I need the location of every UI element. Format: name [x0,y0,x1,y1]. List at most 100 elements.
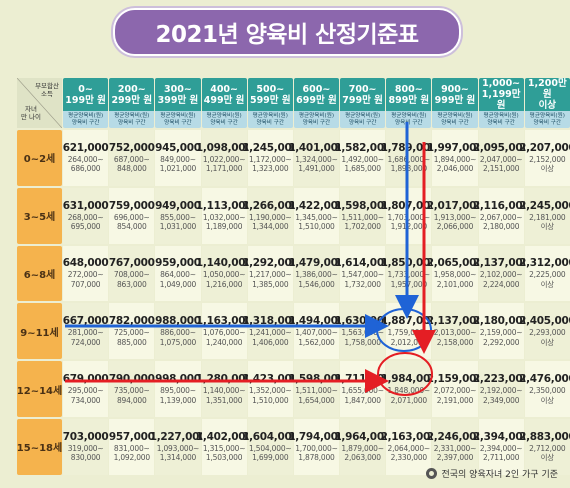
corner-income-label-1: 부모합산 [35,82,59,90]
table-cell: 1,422,000 1,345,000~ 1,510,000 [288,187,345,244]
support-range-high: 2,063,000 [344,453,381,463]
table-cell: 2,246,000 2,331,000~ 2,397,000 [427,418,483,475]
average-support: 759,000 [108,199,155,212]
average-support: 1,598,000 [334,199,391,212]
support-range-high: 2,101,000 [436,279,474,289]
table-cell: 631,000 268,000~ 695,000 [63,187,109,244]
support-range-high: 1,546,000 [298,279,335,289]
support-range-label: 양육비 구간 [118,119,146,126]
support-range-high: 1,351,000 [205,395,243,405]
support-range-high: 695,000 [70,222,101,232]
table-cell: 2,312,000 2,225,000 이상 [519,245,570,302]
table-cell: 2,017,000 1,913,000~ 2,066,000 [427,187,483,244]
support-range-high: 2,158,000 [436,337,474,347]
average-support: 2,883,000 [519,430,570,443]
table-cell: 1,113,000 1,032,000~ 1,189,000 [196,187,253,244]
average-support: 957,000 [108,430,155,443]
table-cell: 1,245,000 1,172,000~ 1,323,000 [242,130,299,186]
support-range-low: 2,181,000 [529,212,566,222]
average-support: 1,984,000 [380,373,438,386]
support-range-high: 1,189,000 [205,222,243,232]
table-cell: 1,402,000 1,315,000~ 1,503,000 [196,418,253,475]
support-range-high: 1,314,000 [159,453,197,463]
support-range-high: 1,171,000 [205,164,243,174]
average-support: 1,163,000 [195,315,253,328]
table-cell: 2,159,000 2,072,000~ 2,191,000 [427,361,483,417]
age-group-4: 12~14세 [17,361,62,417]
income-range-line-1: 600~ [302,83,331,95]
income-range-line-1: 500~ [256,83,285,95]
support-range-low: 2,047,000~ [479,154,523,164]
support-range-high: 1,957,000 [390,279,428,289]
support-range-high: 이상 [540,164,555,174]
table-cell: 2,163,000 2,064,000~ 2,330,000 [381,418,437,475]
support-range-low: 725,000~ [113,328,150,338]
income-range-line-1: 1,000~ [482,78,521,89]
average-support: 2,137,000 [426,315,484,328]
income-range-line-2: 999만 원 [434,94,476,106]
average-support: 1,227,000 [149,430,207,443]
table-cell: 1,494,000 1,407,000~ 1,562,000 [288,303,345,360]
table-cell: 2,116,000 2,067,000~ 2,180,000 [473,187,530,244]
avg-support-label: 평균양육비(원) [252,112,288,119]
support-range-high: 2,151,000 [482,164,520,174]
support-range-low: 1,172,000~ [249,154,292,164]
table-cell: 2,476,000 2,350,000 이상 [519,361,570,417]
income-sub-label: 평균양육비(원) 양육비 구간 [201,111,247,128]
income-sub-label: 평균양육비(원) 양육비 구간 [155,111,201,128]
support-range-low: 1,547,000~ [341,270,384,280]
average-support: 2,476,000 [519,373,570,386]
support-range-label: 양육비 구간 [256,119,285,126]
average-support: 752,000 [108,141,155,154]
support-range-high: 1,503,000 [205,453,243,463]
income-range-line-2: 599만 원 [249,94,291,106]
support-range-high: 1,893,000 [390,164,428,174]
support-range-low: 1,655,000~ [341,386,384,396]
income-range-line-1: 200~ [117,83,146,95]
income-sub-label: 평균양육비(원) 양육비 구간 [247,111,293,128]
income-range-line-2: 이상 [538,100,557,111]
table-cell: 648,000 272,000~ 707,000 [63,245,109,302]
income-header-6: 700~ 799만 원 평균양육비(원) 양육비 구간 [340,78,386,128]
support-range-high: 894,000 [116,395,147,405]
income-range-line-2: 299만 원 [111,94,153,106]
avg-support-label: 평균양육비(원) [114,112,150,119]
support-range-low: 1,511,000~ [341,212,384,222]
corner-income-label-2: 소득 [41,90,54,98]
support-range-low: 1,958,000~ [433,270,477,280]
support-range-low: 2,072,000~ [433,386,477,396]
average-support: 1,402,000 [195,430,253,443]
table-cell: 1,227,000 1,093,000~ 1,314,000 [150,418,206,475]
support-range-high: 1,406,000 [252,337,289,347]
page-title: 2021년 양육비 산정기준표 [113,8,461,56]
income-sub-label: 평균양육비(원) 양육비 구간 [386,111,432,128]
average-support: 2,180,000 [472,315,530,328]
income-range: 500~ 599만 원 [247,78,293,111]
support-range-high: 2,292,000 [482,337,520,347]
income-header-2: 300~ 399만 원 평균양육비(원) 양육비 구간 [155,78,201,128]
average-support: 1,245,000 [242,141,299,154]
support-range-high: 2,397,000 [436,453,474,463]
income-sub-label: 평균양육비(원) 양육비 구간 [340,111,386,128]
age-group-5: 15~18세 [17,418,62,475]
support-range-high: 830,000 [70,453,101,463]
support-range-high: 이상 [540,453,555,463]
table-cell: 1,984,000 1,848,000~ 2,071,000 [381,361,437,417]
average-support: 2,017,000 [426,199,484,212]
support-range-label: 양육비 구간 [348,119,377,126]
support-range-low: 2,350,000 [529,386,566,396]
support-range-low: 2,013,000~ [433,328,477,338]
table-cell: 1,964,000 1,879,000~ 2,063,000 [334,418,391,475]
income-header-0: 0~ 199만 원 평균양육비(원) 양육비 구간 [63,78,109,128]
support-range-low: 849,000~ [160,154,196,164]
table-cell: 957,000 831,000~ 1,092,000 [108,418,155,475]
support-range-low: 1,759,000~ [387,328,431,338]
support-range-low: 1,386,000~ [295,270,338,280]
support-range-low: 886,000~ [160,328,196,338]
age-group-1: 3~5세 [17,187,62,244]
support-range-high: 1,344,000 [252,222,289,232]
support-range-low: 1,352,000~ [249,386,292,396]
support-range-low: 2,331,000~ [433,443,477,453]
average-support: 1,401,000 [288,141,345,154]
support-range-low: 1,345,000~ [295,212,338,222]
